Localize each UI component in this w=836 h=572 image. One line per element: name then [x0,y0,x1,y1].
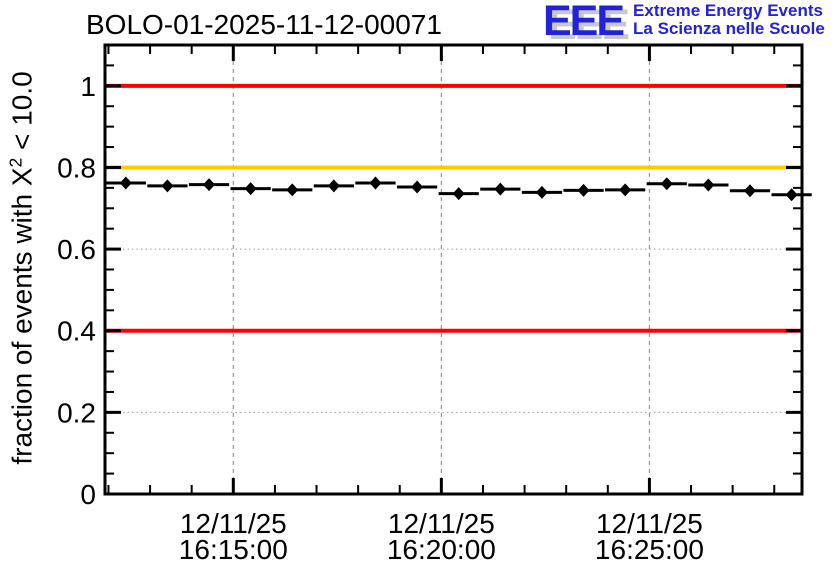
x-tick-label-time: 16:25:00 [595,534,704,565]
data-point-marker [785,188,798,202]
y-tick-label: 0.8 [57,152,96,183]
data-point-marker [327,179,340,193]
y-tick-label: 0 [80,479,96,510]
x-tick-label-date: 12/11/25 [596,508,703,539]
data-point-marker [743,184,756,198]
data-point-marker [535,185,548,199]
data-point-marker [452,187,465,201]
eee-logo-line2: La Scienza nelle Scuole [633,19,825,38]
x-tick-label-date: 12/11/25 [180,508,287,539]
eee-logo-tagline: Extreme Energy Events La Scienza nelle S… [633,1,825,38]
x-tick-label-date: 12/11/25 [388,508,495,539]
data-point-marker [286,183,299,197]
y-tick-label: 0.6 [57,234,96,265]
x-tick-label-time: 16:20:00 [387,534,496,565]
eee-logo: EEE Extreme Energy Events La Scienza nel… [543,0,825,45]
data-point-marker [494,182,507,196]
data-point-marker [411,180,424,194]
eee-logo-line1: Extreme Energy Events [633,1,823,20]
data-point-marker [702,178,715,192]
y-tick-label: 0.2 [57,397,96,428]
data-point-marker [369,176,382,190]
plot-title: BOLO-01-2025-11-12-00071 [86,9,442,40]
y-tick-label: 0.4 [57,316,96,347]
y-tick-label: 1 [80,71,96,102]
data-point-marker [577,183,590,197]
data-point-marker [619,183,632,197]
x-tick-label-time: 16:15:00 [179,534,288,565]
eee-logo-acronym: EEE [543,0,625,45]
data-point-marker [244,182,257,196]
data-point-marker [203,178,216,192]
plot-frame [103,43,804,496]
data-point-marker [660,177,673,191]
data-point-marker [161,179,174,193]
data-point-marker [119,176,132,190]
